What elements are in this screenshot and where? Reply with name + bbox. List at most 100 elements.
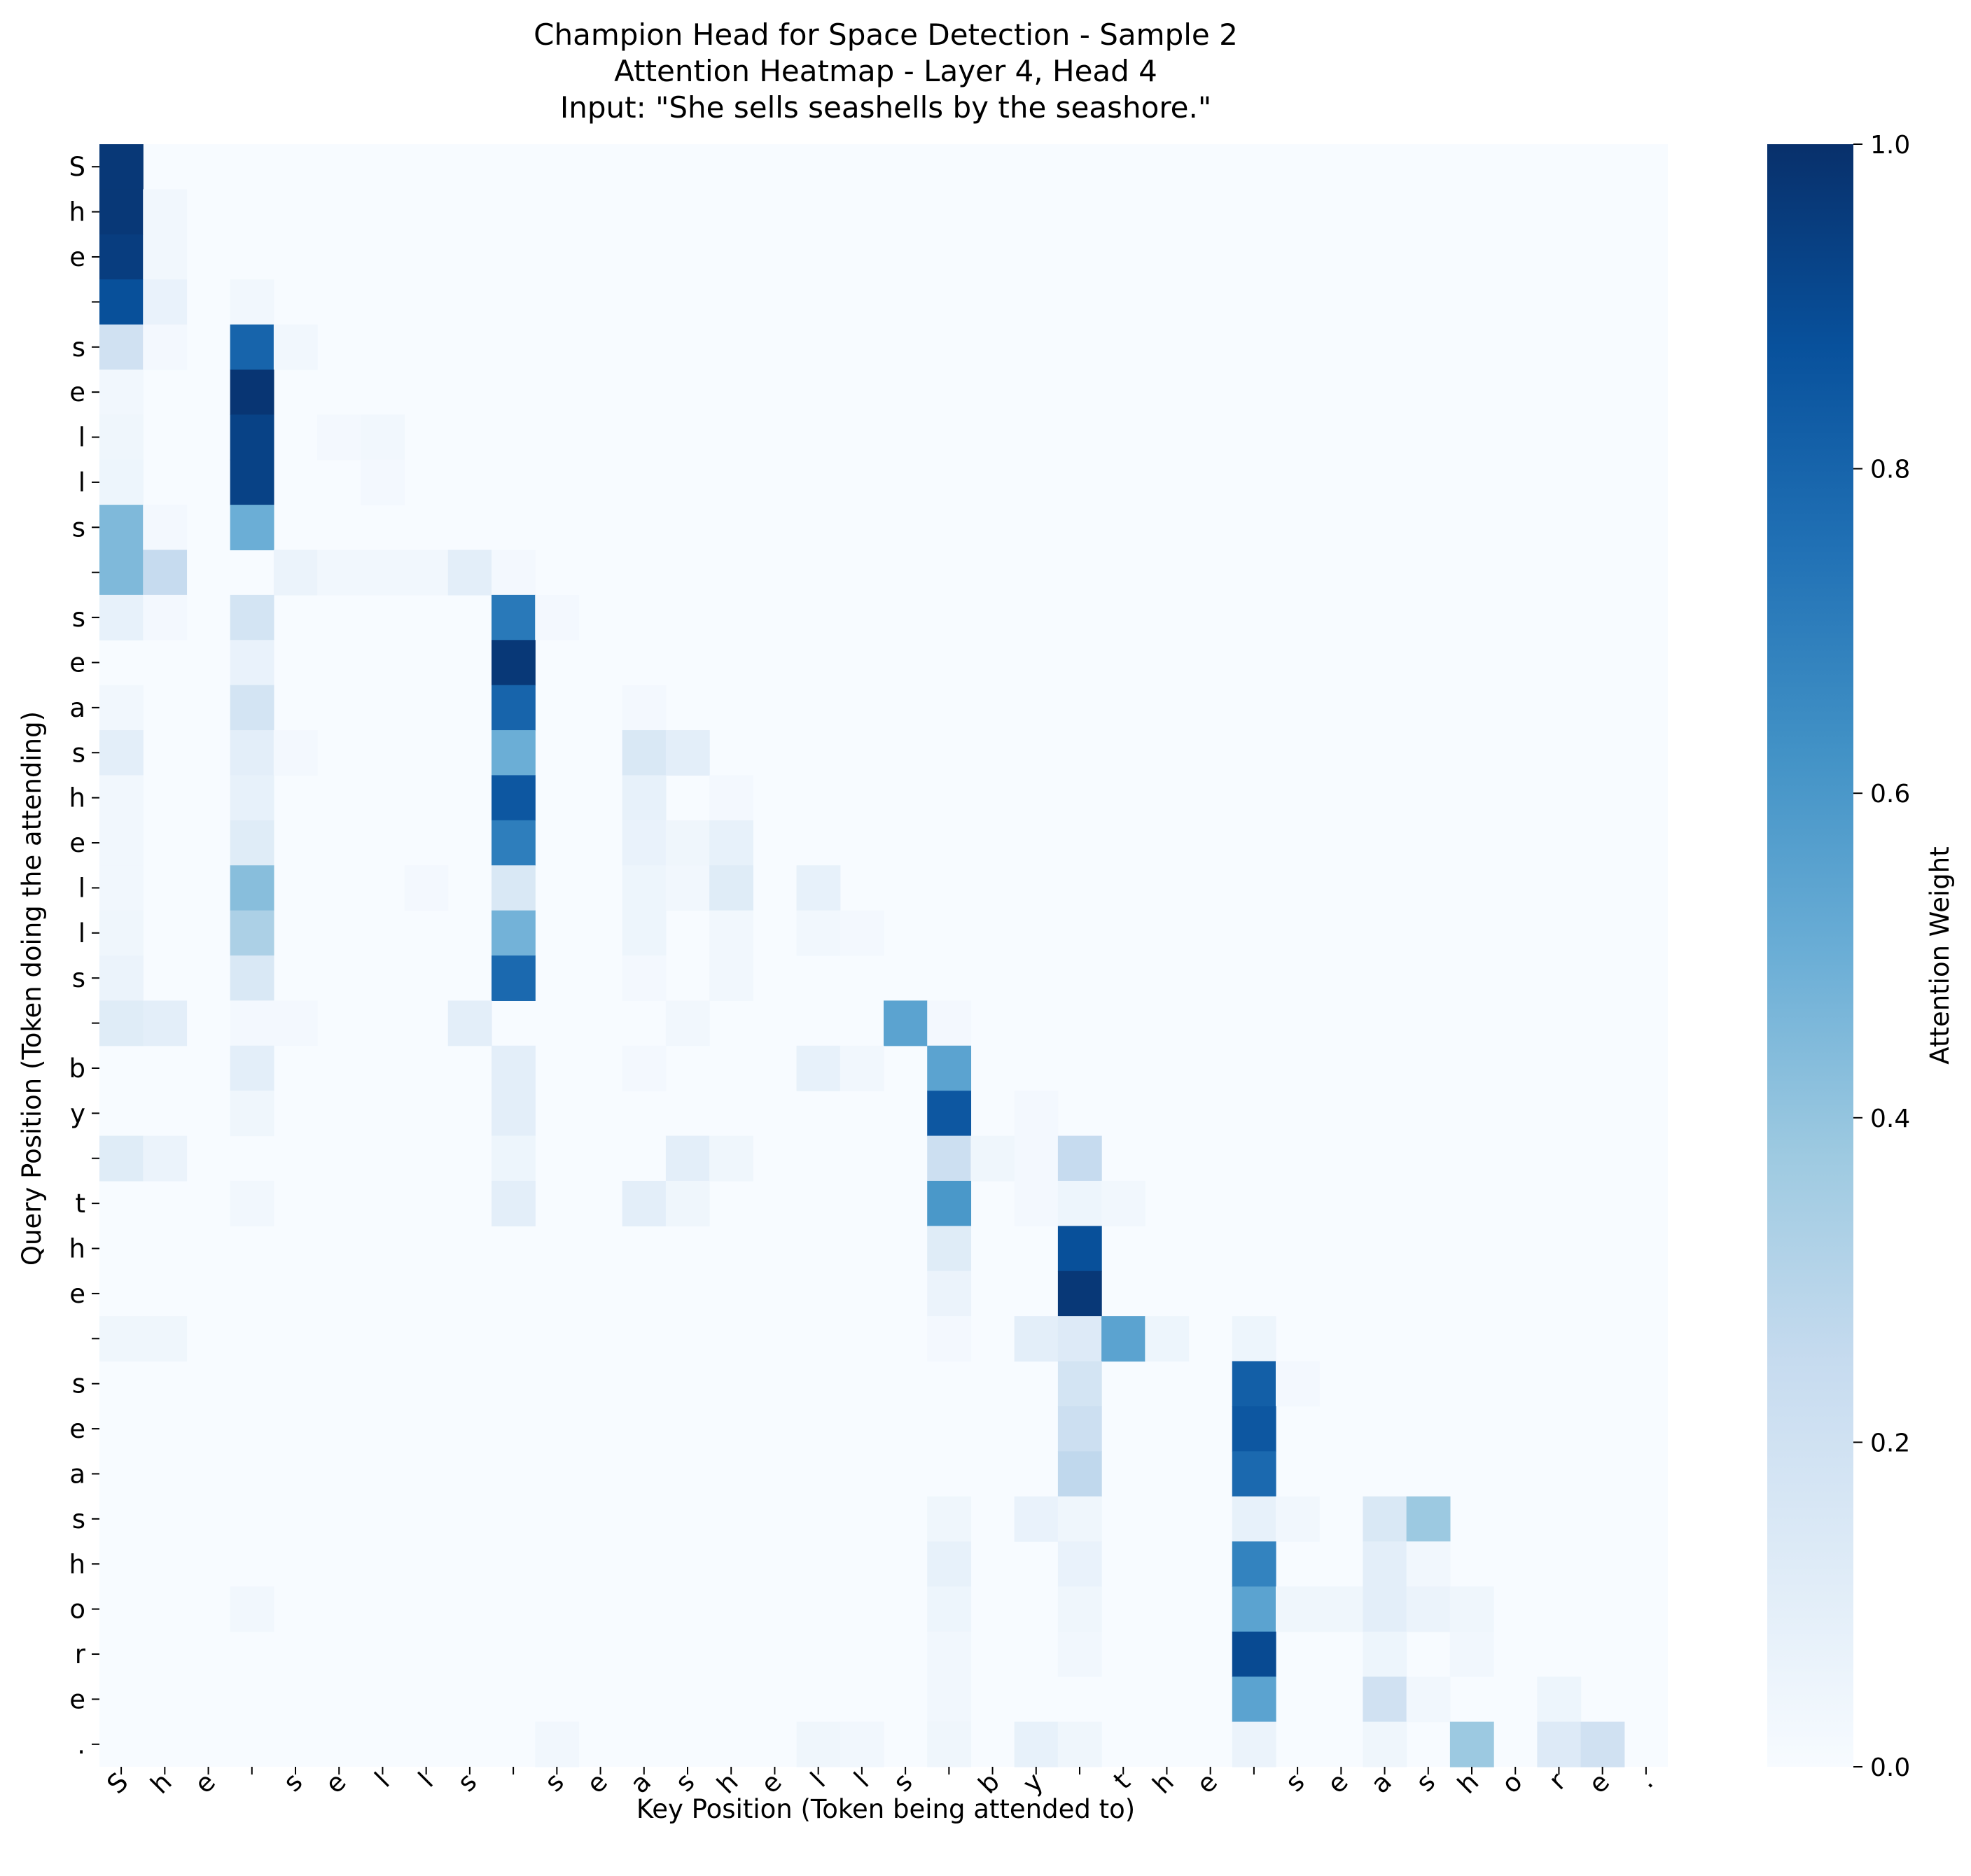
heatmap-cell: [230, 459, 274, 505]
heatmap-cell: [273, 1000, 318, 1046]
heatmap-cell: [1406, 1496, 1451, 1542]
x-tick-label: t: [1108, 1767, 1136, 1795]
heatmap-cell: [665, 820, 710, 866]
heatmap-cell: [99, 324, 144, 370]
heatmap-cell: [492, 865, 536, 911]
y-tick-label: o: [69, 1595, 85, 1625]
y-tick-label: h: [69, 783, 85, 813]
heatmap-cell: [492, 775, 536, 821]
heatmap-cell: [230, 730, 274, 776]
heatmap-cell: [622, 1045, 667, 1091]
heatmap-cell: [1057, 1270, 1102, 1317]
heatmap-cell: [230, 910, 274, 956]
y-tick-label: e: [69, 242, 85, 272]
heatmap-cell: [1276, 1586, 1320, 1632]
y-tick-label: b: [69, 1054, 86, 1084]
x-tick-label: r: [1543, 1766, 1573, 1795]
heatmap-cell: [1057, 1135, 1102, 1182]
heatmap-cell: [1232, 1631, 1276, 1677]
heatmap-cell: [361, 414, 405, 461]
y-tick-label: a: [69, 1459, 85, 1489]
heatmap-cell: [143, 279, 188, 326]
heatmap-cell: [1363, 1541, 1407, 1588]
y-tick-label: e: [69, 828, 85, 858]
y-axis-label: Query Position (Token doing the attendin…: [17, 711, 47, 1266]
heatmap-cell: [99, 775, 144, 821]
x-tick-label: s: [1410, 1767, 1441, 1798]
heatmap-cell: [1014, 1135, 1059, 1182]
chart-title-line-1: Champion Head for Space Detection - Samp…: [534, 18, 1238, 52]
heatmap-cell: [535, 594, 580, 640]
heatmap-cell: [884, 1000, 928, 1046]
heatmap-cell: [622, 775, 667, 821]
heatmap-cell: [927, 1091, 972, 1137]
heatmap-cell: [1057, 1316, 1102, 1362]
heatmap-cell: [927, 1541, 972, 1588]
y-tick-label: t: [75, 1189, 85, 1219]
heatmap-cell: [230, 1586, 274, 1632]
heatmap-cell: [447, 1000, 492, 1046]
heatmap-cell: [1057, 1361, 1102, 1407]
heatmap-cell: [99, 730, 144, 776]
y-tick-label: a: [69, 693, 85, 723]
heatmap-cell: [99, 550, 144, 596]
heatmap-cell: [622, 685, 667, 731]
heatmap-cell: [99, 279, 144, 326]
heatmap-cell: [99, 369, 144, 415]
heatmap-cell: [230, 414, 274, 461]
y-tick-label: y: [70, 1098, 85, 1128]
heatmap-cell: [796, 910, 841, 956]
heatmap-cell: [622, 910, 667, 956]
heatmap-cell: [1232, 1721, 1276, 1768]
heatmap-cell: [1101, 1180, 1145, 1226]
x-tick-label: e: [1583, 1767, 1616, 1800]
y-tick-label: s: [72, 1369, 85, 1399]
heatmap-cell: [1057, 1451, 1102, 1497]
heatmap-cell: [1232, 1586, 1276, 1632]
heatmap-cell: [927, 1316, 972, 1362]
heatmap-cell: [709, 775, 753, 821]
x-tick-label: h: [145, 1767, 178, 1800]
heatmap-cell: [1276, 1361, 1320, 1407]
heatmap-cell: [317, 550, 361, 596]
heatmap-cell: [1014, 1180, 1059, 1226]
heatmap-cell: [1232, 1361, 1276, 1407]
heatmap-cell: [143, 1000, 188, 1046]
heatmap-cell: [447, 550, 492, 596]
heatmap-cell: [143, 324, 188, 370]
heatmap-cell: [622, 865, 667, 911]
colorbar: [1767, 144, 1853, 1767]
heatmap-cell: [927, 1631, 972, 1677]
y-tick-label: S: [69, 152, 86, 182]
heatmap-cell: [1057, 1180, 1102, 1226]
colorbar-tick-label: 0.0: [1870, 1754, 1910, 1782]
x-tick-label: o: [1496, 1767, 1528, 1799]
heatmap-cell: [1319, 1586, 1364, 1632]
heatmap-cell: [927, 1586, 972, 1632]
heatmap-cell: [665, 1000, 710, 1046]
heatmap-cell: [1101, 1316, 1145, 1362]
heatmap-cell: [665, 1180, 710, 1226]
colorbar-label: Attention Weight: [1925, 846, 1955, 1064]
heatmap-cell: [927, 1676, 972, 1723]
heatmap-cell: [796, 1721, 841, 1768]
heatmap-cell: [273, 550, 318, 596]
heatmap-cell: [840, 1721, 884, 1768]
heatmap-cell: [1406, 1676, 1451, 1723]
heatmap-cell: [927, 1721, 972, 1768]
heatmap-cell: [273, 324, 318, 370]
heatmap-cell: [230, 685, 274, 731]
heatmap-cell: [99, 1135, 144, 1182]
heatmap-cell: [230, 1180, 274, 1226]
heatmap-cell: [1232, 1406, 1276, 1452]
heatmap-cell: [1363, 1721, 1407, 1768]
heatmap-cell: [1276, 1496, 1320, 1542]
heatmap-cell: [99, 189, 144, 235]
heatmap-cell: [1537, 1676, 1582, 1723]
heatmap-cell: [1232, 1496, 1276, 1542]
heatmap-cell: [99, 594, 144, 640]
heatmap-cell: [492, 594, 536, 640]
x-tick-label: s: [452, 1767, 482, 1798]
x-tick-label: h: [1147, 1767, 1180, 1800]
